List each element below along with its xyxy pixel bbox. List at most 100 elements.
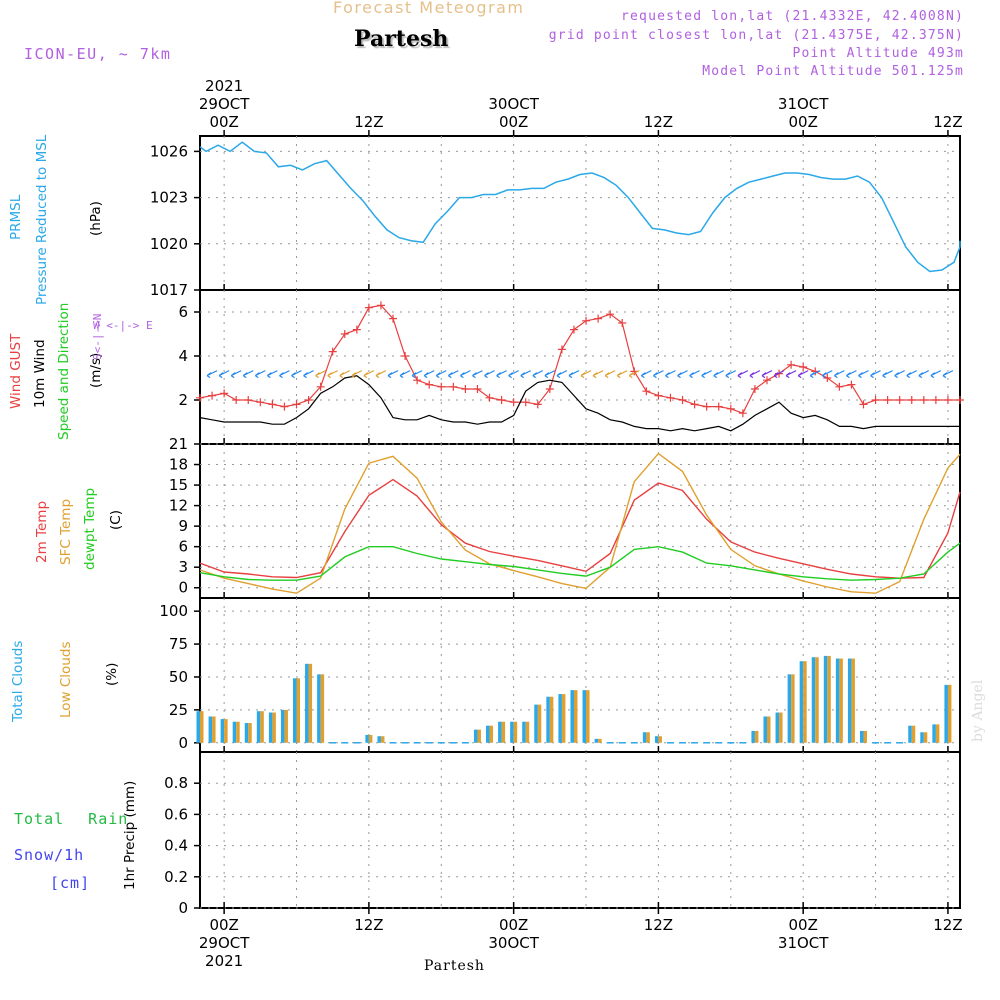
low-clouds-bar [839, 658, 843, 743]
ytick-label: 75 [169, 635, 188, 653]
low-clouds-bar [212, 716, 216, 743]
pressure-line [199, 141, 961, 273]
wind-gust-marker [461, 385, 470, 393]
wind-direction-arrow [701, 370, 712, 379]
low-clouds-bar [646, 732, 650, 743]
total-clouds-bar [498, 721, 502, 743]
ytick-label: 0.2 [164, 868, 188, 886]
total-clouds-bar [654, 736, 659, 743]
wind-direction-arrow [677, 370, 688, 379]
wind-direction-arrow [230, 370, 242, 379]
wind-gust-marker [847, 380, 856, 389]
panel-frame-pressure [199, 135, 961, 291]
total-clouds-bar [823, 655, 828, 743]
wind-gust-marker [364, 303, 373, 312]
wind-speed-line [199, 375, 960, 432]
total-clouds-bar [920, 732, 924, 743]
wind-gust-marker [328, 347, 337, 356]
wind-gust-marker [666, 393, 675, 402]
ytick-label: 1026 [150, 142, 188, 160]
bottom-axis-tick-label: 12Z [644, 916, 673, 934]
ytick-label: 0.6 [164, 805, 188, 823]
wind-gust-marker [859, 400, 868, 409]
clouds-unit: (%) [104, 662, 120, 686]
total-clouds-bar [244, 723, 249, 743]
wind-gust-marker [220, 389, 229, 398]
wind-direction-arrow [580, 370, 592, 379]
wind-direction-arrow [942, 370, 954, 379]
wind-direction-arrow [411, 370, 423, 379]
low-clouds-bar [489, 725, 494, 743]
chart-title: Partesh [354, 26, 449, 52]
low-clouds-bar [284, 709, 288, 743]
temp-dewpt-line [199, 542, 961, 581]
model-label: ICON-EU, ~ 7km [24, 45, 172, 63]
ytick-label: 9 [178, 517, 188, 535]
wind-gust-marker [376, 301, 385, 310]
wind-direction-arrow [809, 370, 821, 379]
ytick-label: 1017 [150, 281, 188, 299]
chart-subtitle: Forecast Meteogram [333, 0, 525, 17]
total-clouds-bar [208, 716, 213, 743]
low-clouds-bar [561, 694, 566, 743]
wind-direction-arrow [725, 370, 737, 379]
wind-gust-marker [582, 316, 591, 325]
low-clouds-bar [501, 721, 506, 743]
wind-direction-arrow [556, 370, 568, 379]
ytick-label: 1023 [150, 189, 188, 207]
wind-gust-marker [835, 382, 844, 391]
wind-gust-marker [413, 376, 422, 385]
total-clouds-bar [908, 725, 912, 743]
bottom-axis-tick-label: 00Z [788, 916, 817, 934]
top-axis-date-label: 29OCT [199, 95, 250, 113]
top-axis-tick-label: 12Z [354, 113, 383, 131]
wind-gust-marker [232, 396, 241, 404]
low-clouds-bar [911, 725, 916, 743]
total-clouds-bar [944, 684, 948, 743]
wind-gust-marker [738, 409, 747, 418]
ytick-label: 3 [178, 558, 188, 576]
wind-gust-marker [931, 396, 940, 404]
wind-gust-marker [473, 385, 482, 393]
signature: by Angel [970, 679, 986, 742]
wind-direction-arrow [291, 370, 302, 379]
pressure-legend-line2: Pressure Reduced to MSL [34, 134, 50, 305]
wind-direction-arrow [894, 370, 905, 379]
total-clouds-bar [280, 709, 285, 743]
low-clouds-bar [320, 674, 325, 743]
low-clouds-bar [766, 716, 771, 743]
wind-direction-arrow [496, 370, 507, 379]
total-clouds-bar [570, 690, 574, 743]
ytick-label: 0 [178, 899, 188, 917]
wind-gust-marker [208, 391, 217, 400]
total-clouds-bar [642, 732, 647, 743]
wind-gust-marker [871, 396, 880, 404]
low-clouds-bar [947, 684, 952, 743]
ytick-label: 25 [169, 701, 188, 719]
wind-gust-marker [401, 352, 410, 360]
wind-direction-arrow [846, 370, 857, 379]
wind-gust-marker [823, 374, 832, 382]
total-clouds-bar [317, 674, 321, 743]
requested-coords: requested lon,lat (21.4332E, 42.4008N) [620, 9, 964, 24]
wind-direction-arrow [242, 370, 254, 379]
wind-gust-marker [726, 404, 735, 413]
ytick-label: 0.8 [164, 774, 188, 792]
wind-direction-arrow [315, 370, 326, 379]
total-clouds-bar [546, 696, 550, 743]
grid-point-coords: grid point closest lon,lat (21.4375E, 42… [548, 28, 964, 43]
wind-gust-marker [268, 400, 277, 409]
top-axis-date-label: 30OCT [488, 95, 539, 113]
wind-gust-marker [437, 382, 446, 391]
wind-gust-marker [606, 310, 615, 319]
wind-direction-legend: Speed and Direction [56, 302, 72, 440]
wind-direction-arrow [785, 370, 797, 379]
ytick-label: 2 [178, 391, 188, 409]
total-clouds-bar [510, 721, 514, 743]
wind-direction-arrow [387, 370, 399, 379]
wind-direction-arrow [797, 370, 809, 379]
low-clouds-bar [525, 721, 530, 743]
bottom-axis-date-label: 30OCT [488, 934, 539, 952]
top-axis-tick-label: 00Z [209, 113, 238, 131]
